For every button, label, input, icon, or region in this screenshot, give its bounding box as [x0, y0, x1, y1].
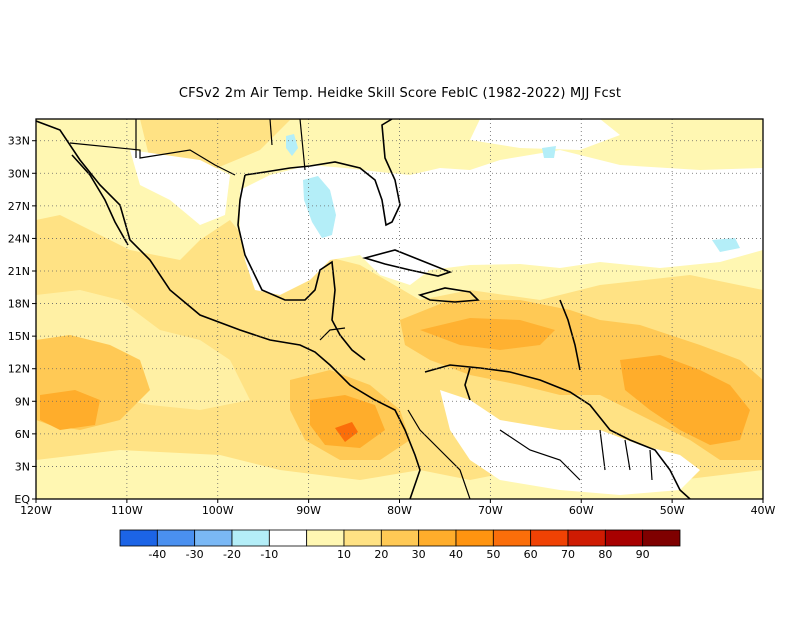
- colorbar-label: 90: [636, 548, 650, 561]
- colorbar-label: 20: [374, 548, 388, 561]
- colorbar-swatch: [567, 529, 606, 547]
- x-tick-label: 80W: [387, 504, 412, 517]
- x-tick-label: 50W: [660, 504, 685, 517]
- colorbar-label: 10: [337, 548, 351, 561]
- x-tick-label: 90W: [296, 504, 321, 517]
- borders: [69, 119, 653, 499]
- colorbar-label: -40: [148, 548, 166, 561]
- colorbar-swatch: [380, 529, 420, 547]
- colorbar: -40 -30 -20 -10 10 20 30 40 50 60 70 80 90: [119, 529, 681, 561]
- colorbar-swatch: [343, 529, 382, 547]
- x-tick-label: 110W: [111, 504, 143, 517]
- colorbar-label: 30: [412, 548, 426, 561]
- colorbar-label: 40: [449, 548, 463, 561]
- colorbar-label: 80: [598, 548, 612, 561]
- y-tick-label: 3N: [15, 460, 30, 473]
- lat-lon-grid: [36, 119, 763, 499]
- colorbar-swatch: [492, 529, 532, 547]
- colorbar-swatch: [306, 529, 345, 547]
- y-tick-label: 15N: [8, 330, 30, 343]
- longitude-ticks: 120W 110W 100W 90W 80W 70W 60W 50W 40W: [20, 499, 776, 517]
- coastlines: [36, 119, 691, 499]
- y-tick-label: 24N: [8, 232, 30, 245]
- x-tick-label: 60W: [569, 504, 594, 517]
- x-tick-label: 100W: [202, 504, 234, 517]
- colorbar-label: -20: [223, 548, 241, 561]
- map-title: CFSv2 2m Air Temp. Heidke Skill Score Fe…: [178, 86, 622, 101]
- colorbar-swatch: [194, 529, 233, 547]
- colorbar-swatch: [642, 529, 681, 547]
- x-tick-label: 40W: [751, 504, 776, 517]
- y-tick-label: EQ: [14, 493, 30, 506]
- colorbar-swatch: [530, 529, 569, 547]
- x-tick-label: 70W: [478, 504, 503, 517]
- y-tick-label: 33N: [8, 135, 30, 148]
- y-tick-label: 18N: [8, 298, 30, 311]
- colorbar-label: -10: [260, 548, 278, 561]
- latitude-ticks: EQ 3N 6N 9N 12N 15N 18N 21N 24N 27N 30N 33N: [8, 135, 36, 506]
- y-tick-label: 9N: [15, 395, 30, 408]
- y-tick-label: 27N: [8, 200, 30, 213]
- colorbar-swatch: [418, 529, 457, 547]
- colorbar-swatch: [119, 529, 158, 547]
- x-tick-label: 120W: [20, 504, 52, 517]
- colorbar-swatch: [455, 529, 494, 547]
- colorbar-swatch: [268, 529, 308, 547]
- y-tick-label: 30N: [8, 167, 30, 180]
- colorbar-label: 60: [524, 548, 538, 561]
- y-tick-label: 21N: [8, 265, 30, 278]
- colorbar-label: -30: [186, 548, 204, 561]
- y-tick-label: 6N: [15, 428, 30, 441]
- colorbar-swatch: [604, 529, 644, 547]
- colorbar-label: 50: [486, 548, 500, 561]
- colorbar-swatch: [231, 529, 270, 547]
- colorbar-swatch: [156, 529, 196, 547]
- colorbar-label: 70: [561, 548, 575, 561]
- y-tick-label: 12N: [8, 363, 30, 376]
